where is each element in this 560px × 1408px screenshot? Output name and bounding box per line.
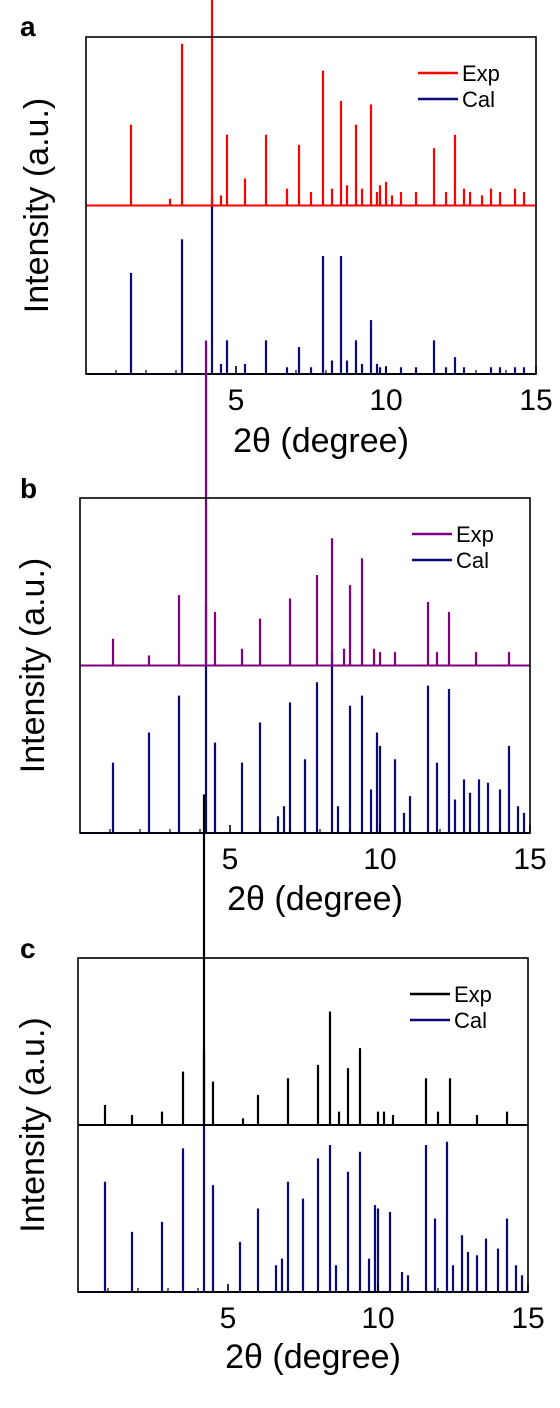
legend-label: Cal — [456, 548, 489, 573]
panel-letter: c — [20, 933, 36, 964]
y-axis-label: Intensity (a.u.) — [18, 98, 56, 313]
panel-letter: a — [20, 11, 36, 42]
x-tick-label: 5 — [220, 1302, 237, 1335]
x-tick-label: 10 — [363, 843, 396, 876]
y-axis-label: Intensity (a.u.) — [14, 558, 52, 773]
legend-label: Exp — [454, 982, 492, 1007]
series-exp — [78, 794, 528, 1125]
series-exp — [80, 341, 530, 666]
series-cal — [80, 602, 530, 833]
x-tick-label: 10 — [361, 1302, 394, 1335]
x-axis-label: 2θ (degree) — [233, 422, 409, 460]
x-tick-label: 15 — [519, 384, 552, 417]
x-axis-label: 2θ (degree) — [227, 880, 403, 918]
x-tick-label: 15 — [513, 843, 546, 876]
legend-label: Cal — [454, 1008, 487, 1033]
legend-label: Exp — [456, 522, 494, 547]
x-tick-label: 10 — [369, 384, 402, 417]
x-tick-label: 5 — [222, 843, 239, 876]
legend-label: Exp — [462, 61, 500, 86]
legend-label: Cal — [462, 87, 495, 112]
series-cal — [86, 199, 536, 374]
panel-letter: b — [20, 473, 37, 504]
x-tick-label: 5 — [228, 384, 245, 417]
x-axis-label: 2θ (degree) — [225, 1338, 401, 1376]
series-cal — [78, 1052, 528, 1292]
y-axis-label: Intensity (a.u.) — [14, 1017, 52, 1232]
x-tick-label: 15 — [511, 1302, 544, 1335]
